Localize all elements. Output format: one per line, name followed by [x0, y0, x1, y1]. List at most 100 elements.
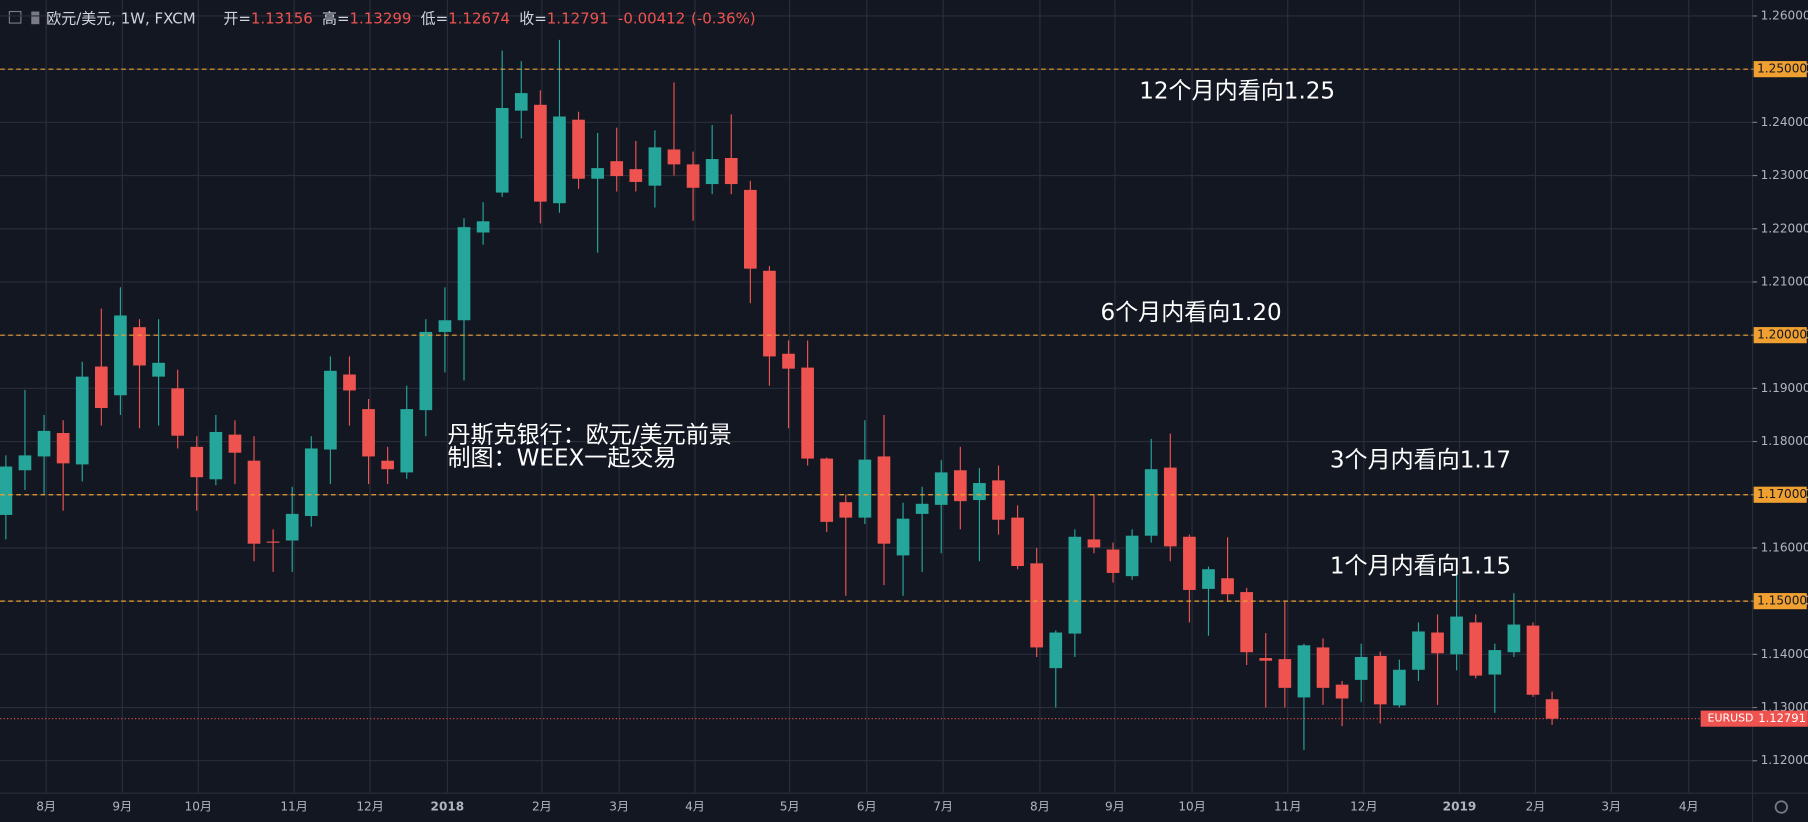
ohlc-label: 高= — [322, 9, 350, 27]
candle-body — [724, 157, 738, 185]
candle-body — [343, 374, 356, 391]
candle-body — [1316, 647, 1330, 688]
x-tick-label: 8月 — [36, 800, 56, 814]
level-tag — [1753, 327, 1807, 344]
ohlc-value: 1.13299 — [350, 9, 412, 27]
candle-body — [1144, 469, 1158, 536]
candle-body — [1450, 616, 1463, 655]
ohlc-label: 开= — [223, 9, 251, 27]
level-tag-label: 1.20000 — [1757, 328, 1807, 342]
x-tick-label: 6月 — [857, 800, 877, 814]
candle-body — [190, 446, 204, 478]
symbol: 欧元/美元, 1W, FXCM — [46, 9, 195, 27]
candle-body — [763, 270, 776, 357]
candle-body — [419, 331, 433, 411]
ohlc-label: 低= — [421, 9, 449, 27]
candle-body — [1183, 536, 1196, 590]
x-tick-label: 12月 — [356, 800, 383, 814]
candle-body — [667, 149, 681, 165]
watermark-text: 丹斯克银行：欧元/美元前景 — [447, 422, 731, 448]
y-tick-label: 1.12000 — [1761, 753, 1808, 767]
x-tick-label: 2018 — [431, 800, 465, 814]
x-tick-label: 7月 — [933, 800, 953, 814]
candle-body — [553, 116, 566, 204]
last-price-label: 1.12791 — [1758, 711, 1806, 725]
candle-body — [820, 458, 834, 522]
level-tag-label: 1.17000 — [1757, 487, 1807, 501]
candle-body — [1221, 578, 1234, 595]
candle-body — [648, 147, 662, 186]
y-tick-label: 1.26000 — [1761, 8, 1808, 22]
x-tick-label: 9月 — [112, 800, 132, 814]
candle-body — [915, 503, 929, 514]
x-tick-label: 11月 — [280, 800, 307, 814]
candle-body — [934, 472, 948, 505]
candle-body — [247, 460, 261, 544]
candle-body — [973, 483, 986, 501]
y-tick-label: 1.23000 — [1761, 168, 1808, 182]
x-tick-label: 4月 — [685, 800, 705, 814]
candle-body — [37, 430, 51, 457]
candle-body — [18, 455, 32, 471]
candle-body — [1412, 631, 1425, 670]
candle-body — [1068, 536, 1082, 634]
candle-body — [381, 460, 394, 470]
candle-body — [1030, 563, 1044, 648]
candle-body — [1297, 645, 1311, 698]
ohlc-label: 收= — [519, 9, 547, 27]
x-tick-label: 12月 — [1350, 800, 1377, 814]
candle-body — [858, 459, 872, 518]
legend-header: 欧元/美元, 1W, FXCM 开=1.13156 高=1.13299 低=1.126… — [46, 9, 755, 27]
candle-body — [56, 433, 70, 464]
candle-body — [324, 370, 337, 450]
level-note: 1个月内看向1.15 — [1330, 554, 1511, 580]
x-tick-label: 10月 — [185, 800, 212, 814]
level-tag — [1753, 486, 1807, 503]
candle-body — [705, 159, 719, 185]
x-tick-label: 3月 — [609, 800, 629, 814]
watermark-text: 制图：WEEX一起交易 — [447, 445, 676, 471]
candle-body — [1240, 592, 1253, 653]
candle-body — [839, 502, 853, 518]
candle-body — [476, 221, 490, 233]
level-note: 6个月内看向1.20 — [1100, 300, 1281, 326]
candle-body — [953, 470, 967, 502]
x-tick-label: 4月 — [1679, 800, 1699, 814]
level-tag-label: 1.15000 — [1757, 594, 1807, 608]
candle-body — [534, 104, 547, 202]
candle-body — [400, 409, 414, 473]
candle-body — [1011, 517, 1024, 567]
candle-body — [1488, 650, 1502, 675]
candle-body — [877, 456, 891, 544]
ohlc-value: 1.12674 — [448, 9, 510, 27]
candle-body — [1259, 658, 1273, 661]
x-tick-label: 9月 — [1105, 800, 1125, 814]
candle-body — [75, 376, 89, 465]
candle-body — [114, 315, 127, 396]
candle-body — [896, 518, 910, 556]
y-tick-label: 1.16000 — [1761, 540, 1808, 554]
y-tick-label: 1.21000 — [1761, 274, 1808, 288]
y-tick-label: 1.24000 — [1761, 115, 1808, 129]
candle-body — [1393, 669, 1406, 706]
candle-body — [266, 541, 280, 543]
y-tick-label: 1.14000 — [1761, 647, 1808, 661]
candle-body — [1469, 622, 1483, 676]
candle-body — [171, 388, 185, 436]
settings-icon[interactable] — [1774, 800, 1788, 814]
ohlc-value: 1.13156 — [251, 9, 313, 27]
x-tick-label: 5月 — [780, 800, 800, 814]
candle-body — [209, 431, 223, 480]
candle-body — [152, 362, 165, 377]
last-price-tag — [1700, 710, 1808, 727]
candle-body — [1049, 632, 1063, 669]
last-symbol-label: EURUSD — [1708, 712, 1754, 725]
candle-body — [228, 434, 242, 453]
candle-body — [514, 93, 528, 111]
level-note: 3个月内看向1.17 — [1330, 448, 1511, 474]
x-tick-label: 2019 — [1443, 800, 1477, 814]
candle-body — [1526, 625, 1540, 695]
candle-body — [457, 227, 471, 321]
collapse-icon[interactable] — [8, 10, 22, 24]
x-tick-label: 10月 — [1178, 800, 1205, 814]
